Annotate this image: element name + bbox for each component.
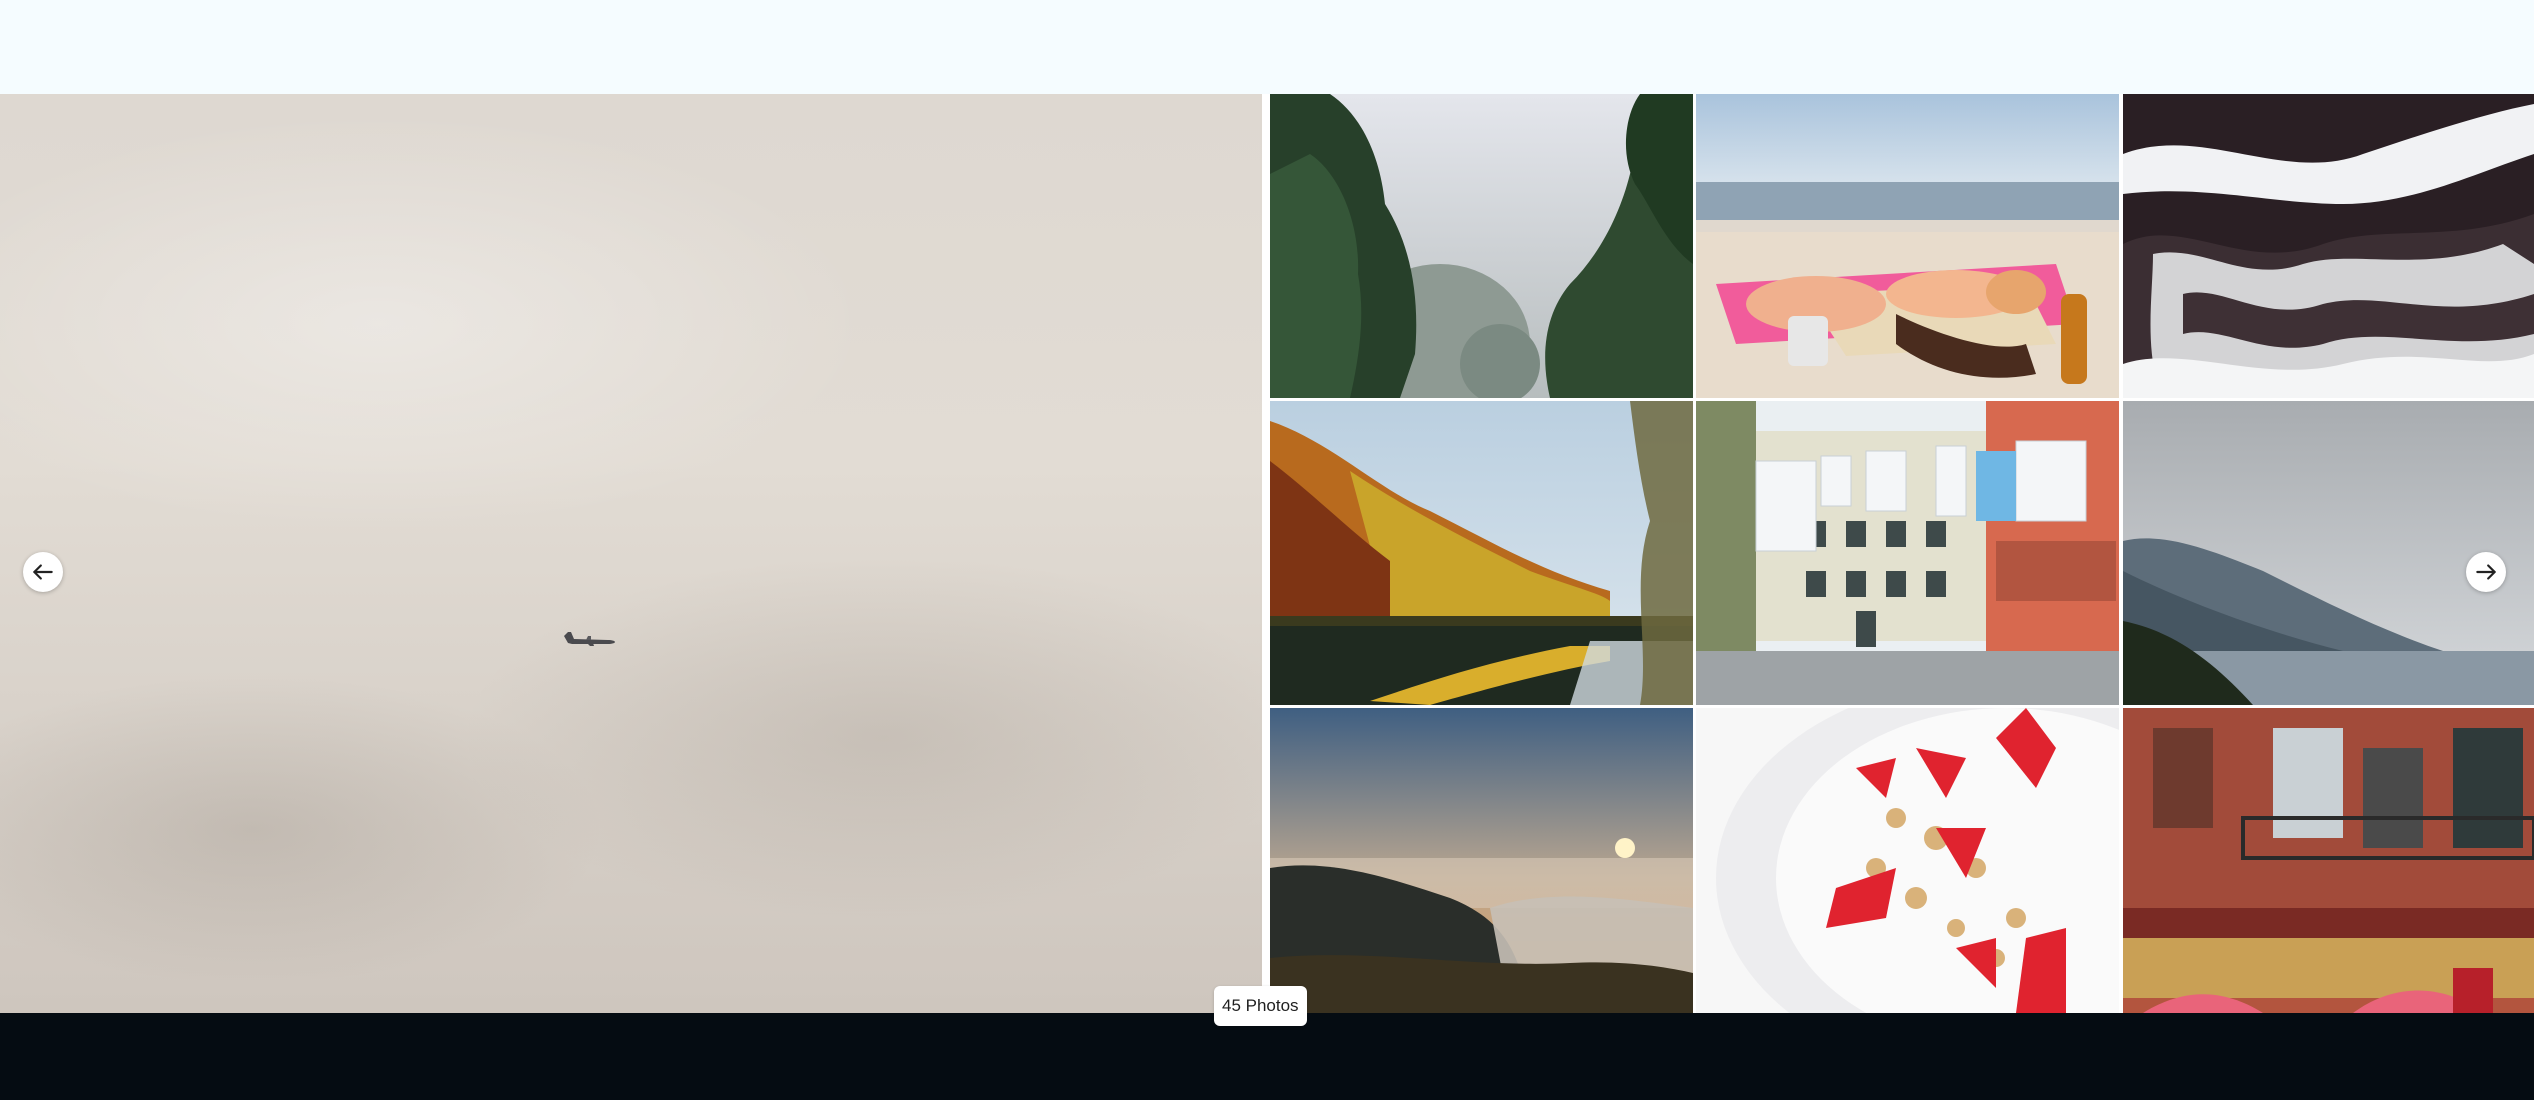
thumbnail-laundry-street[interactable]	[1696, 401, 2119, 705]
footer-bar	[0, 1013, 2534, 1100]
thumbnail-strawberry-cereal[interactable]	[1696, 708, 2119, 1013]
previous-photo-button[interactable]	[23, 552, 63, 592]
thumbnail-brick-building[interactable]	[2123, 708, 2534, 1013]
arrow-left-icon	[33, 564, 53, 580]
thumbnail-mountain-sunrise[interactable]	[1270, 708, 1693, 1013]
next-photo-button[interactable]	[2466, 552, 2506, 592]
header-band	[0, 0, 2534, 94]
thumbnail-misty-trees[interactable]	[1270, 94, 1693, 398]
photo-count-button[interactable]: 45 Photos	[1214, 986, 1307, 1026]
photo-count-label: 45 Photos	[1222, 996, 1299, 1015]
thumbnail-autumn-lake[interactable]	[1270, 401, 1693, 705]
thumbnail-ocean-waves[interactable]	[2123, 94, 2534, 398]
thumbnail-mountain-coast[interactable]	[2123, 401, 2534, 705]
photo-gallery	[0, 94, 2534, 1013]
hero-photo[interactable]	[0, 94, 1262, 1013]
arrow-right-icon	[2476, 564, 2496, 580]
airplane-silhouette	[564, 632, 615, 646]
thumbnail-beach-sunbathers[interactable]	[1696, 94, 2119, 398]
